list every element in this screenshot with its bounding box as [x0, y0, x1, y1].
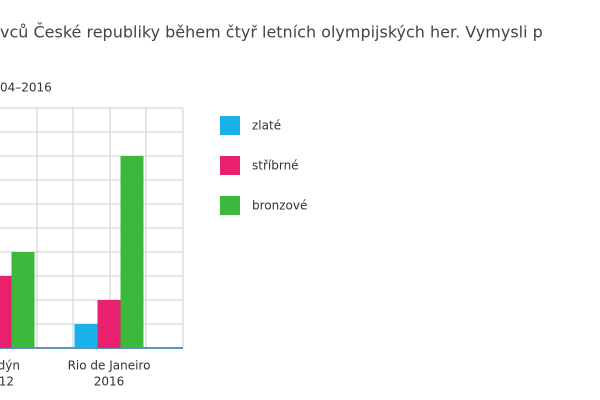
- bar: [74, 324, 98, 348]
- x-tick-label: 12: [0, 375, 14, 389]
- bar: [120, 156, 144, 348]
- x-tick-label: Rio de Janeiro: [68, 359, 151, 373]
- legend-label: bronzové: [252, 199, 307, 213]
- x-tick-label: dýn: [0, 359, 20, 373]
- bar: [11, 252, 35, 348]
- bar: [97, 300, 121, 348]
- chart-title: vců České republiky během čtyř letních o…: [0, 23, 543, 42]
- legend-label: zlaté: [252, 119, 281, 133]
- legend-swatch: [220, 196, 240, 215]
- legend-swatch: [220, 156, 240, 175]
- x-tick-label: 2016: [94, 375, 125, 389]
- bar: [0, 276, 12, 348]
- chart-subtitle: 04–2016: [0, 81, 52, 95]
- legend-swatch: [220, 116, 240, 135]
- legend-label: stříbrné: [252, 159, 299, 173]
